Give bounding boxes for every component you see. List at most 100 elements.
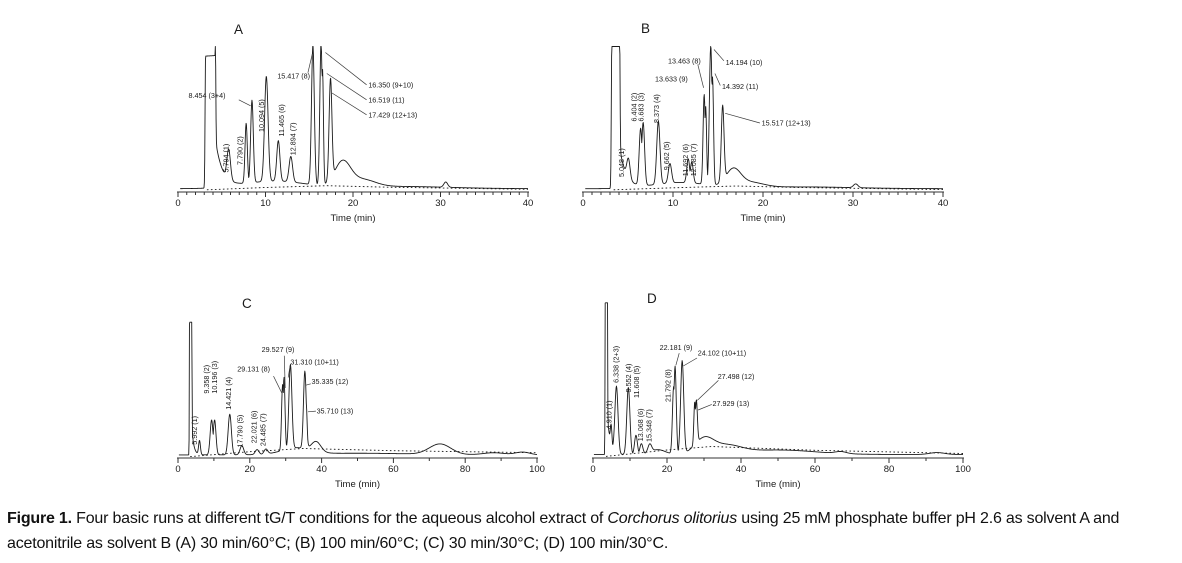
x-tick-label: 20 [662, 464, 673, 475]
peak-leader-line [307, 53, 313, 73]
peak-annotation: 29.527 (9) [262, 345, 295, 354]
x-tick-label: 100 [955, 464, 971, 475]
peak-annotation: 16.519 (11) [368, 95, 404, 104]
peak-leader-line [697, 404, 712, 411]
figure-caption: Figure 1. Four basic runs at different t… [7, 506, 1179, 556]
x-tick-label: 20 [245, 464, 256, 475]
x-axis-title: Time (min) [740, 213, 785, 224]
peak-annotation: 15.348 (7) [644, 409, 653, 442]
peak-annotation: 31.310 (10+11) [290, 358, 338, 367]
peak-leader-line [683, 357, 698, 367]
x-tick-label: 10 [668, 198, 679, 209]
peak-leader-line [697, 64, 704, 88]
peak-annotation: 12.085 (7) [689, 143, 698, 176]
peak-annotation: 5.992 (1) [190, 416, 199, 445]
x-tick-label: 40 [316, 464, 327, 475]
peak-leader-line [305, 383, 311, 386]
peak-annotation: 10.196 (3) [210, 361, 219, 394]
peak-annotation: 35.335 (12) [312, 377, 349, 386]
peak-annotation: 21.792 (8) [663, 369, 672, 402]
x-tick-label: 0 [175, 464, 180, 475]
peak-leader-line [238, 99, 251, 107]
peak-annotation: 11.608 (5) [632, 366, 641, 398]
peak-annotation: 9.358 (2) [202, 365, 211, 394]
x-tick-label: 80 [884, 464, 895, 475]
x-tick-label: 30 [435, 198, 446, 209]
peak-annotation: 17.429 (12+13) [368, 110, 417, 119]
x-tick-label: 40 [938, 198, 949, 209]
peak-annotation: 14.421 (4) [224, 377, 233, 410]
peak-annotation: 11.692 (6) [681, 144, 690, 176]
peak-annotation: 7.790 (2) [235, 136, 244, 165]
panel-letter-D: D [647, 291, 657, 306]
peak-annotation: 9.662 (5) [662, 141, 671, 170]
chromatogram-trace-B [585, 46, 944, 190]
peak-leader-line [273, 375, 283, 394]
peak-annotation: 6.683 (3) [636, 93, 645, 122]
peak-annotation: 27.498 (12) [718, 372, 755, 381]
figure-caption-text-1: Four basic runs at different tG/T condit… [71, 510, 608, 527]
peak-annotation: 6.338 (2+3) [612, 346, 621, 383]
peak-annotation: 8.454 (3+4) [189, 91, 226, 100]
peak-annotation: 13.633 (9) [655, 74, 688, 83]
peak-annotation: 9.552 (4) [624, 364, 633, 393]
peak-leader-line [325, 52, 367, 86]
peak-leader-line [307, 410, 316, 413]
chromatogram-trace-D [593, 302, 964, 455]
x-axis-title: Time (min) [330, 213, 375, 224]
peak-annotation: 22.021 (6) [250, 411, 259, 444]
chromatogram-trace-C [178, 321, 538, 456]
baseline-gradient-line [613, 185, 944, 191]
peak-annotation: 6.404 (2) [630, 93, 639, 122]
x-tick-label: 0 [175, 198, 180, 209]
figure-caption-text-2: using 25 mM phosphate buffer pH 2.6 as s… [7, 510, 1120, 552]
x-tick-label: 20 [348, 198, 359, 209]
species-name: Corchorus olitorius [607, 510, 737, 527]
peak-annotation: 27.929 (13) [713, 399, 750, 408]
baseline-gradient-line [605, 446, 964, 457]
x-tick-label: 60 [810, 464, 821, 475]
x-tick-label: 0 [590, 464, 595, 475]
peak-annotation: 8.373 (4) [652, 94, 661, 123]
x-tick-label: 40 [523, 198, 534, 209]
x-axis-title: Time (min) [755, 479, 800, 490]
peak-leader-line [675, 353, 680, 366]
peak-annotation: 4.910 (1) [605, 400, 614, 429]
peak-annotation: 35.710 (13) [317, 407, 354, 416]
peak-annotation: 14.392 (11) [722, 82, 758, 91]
x-tick-label: 0 [580, 198, 585, 209]
panel-letter-A: A [234, 22, 243, 37]
x-tick-label: 60 [388, 464, 399, 475]
peak-annotation: 16.350 (9+10) [368, 80, 413, 89]
x-tick-label: 10 [260, 198, 271, 209]
peak-annotation: 17.790 (5) [235, 415, 244, 448]
peak-leader-line [287, 366, 291, 378]
peak-leader-line [697, 380, 719, 401]
peak-annotation: 29.131 (8) [237, 365, 270, 374]
x-tick-label: 30 [848, 198, 859, 209]
peak-annotation: 14.194 (10) [726, 58, 763, 67]
baseline-gradient-line [190, 448, 538, 458]
panel-letter-C: C [242, 296, 252, 311]
peak-annotation: 5.794 (1) [221, 144, 230, 173]
peak-leader-line [725, 112, 760, 124]
peak-leader-line [326, 73, 367, 101]
peak-annotation: 13.068 (6) [636, 408, 645, 441]
peak-annotation: 15.417 (8) [277, 71, 310, 80]
peak-annotation: 11.465 (6) [277, 104, 286, 136]
x-tick-label: 40 [736, 464, 747, 475]
peak-annotation: 10.094 (5) [257, 99, 266, 132]
peak-annotation: 5.048 (1) [617, 148, 626, 177]
peak-leader-line [713, 49, 725, 62]
peak-annotation: 13.463 (8) [668, 56, 701, 65]
peak-leader-line [283, 355, 286, 389]
peak-annotation: 24.485 (7) [259, 413, 268, 446]
panel-letter-B: B [641, 21, 650, 36]
peak-annotation: 15.517 (12+13) [762, 119, 811, 128]
figure-caption-label: Figure 1. [7, 510, 72, 527]
chromatogram-trace-A [180, 46, 529, 190]
peak-leader-line [714, 73, 721, 86]
peak-annotation: 12.894 (7) [289, 122, 298, 155]
peak-annotation: 24.102 (10+11) [698, 349, 746, 358]
